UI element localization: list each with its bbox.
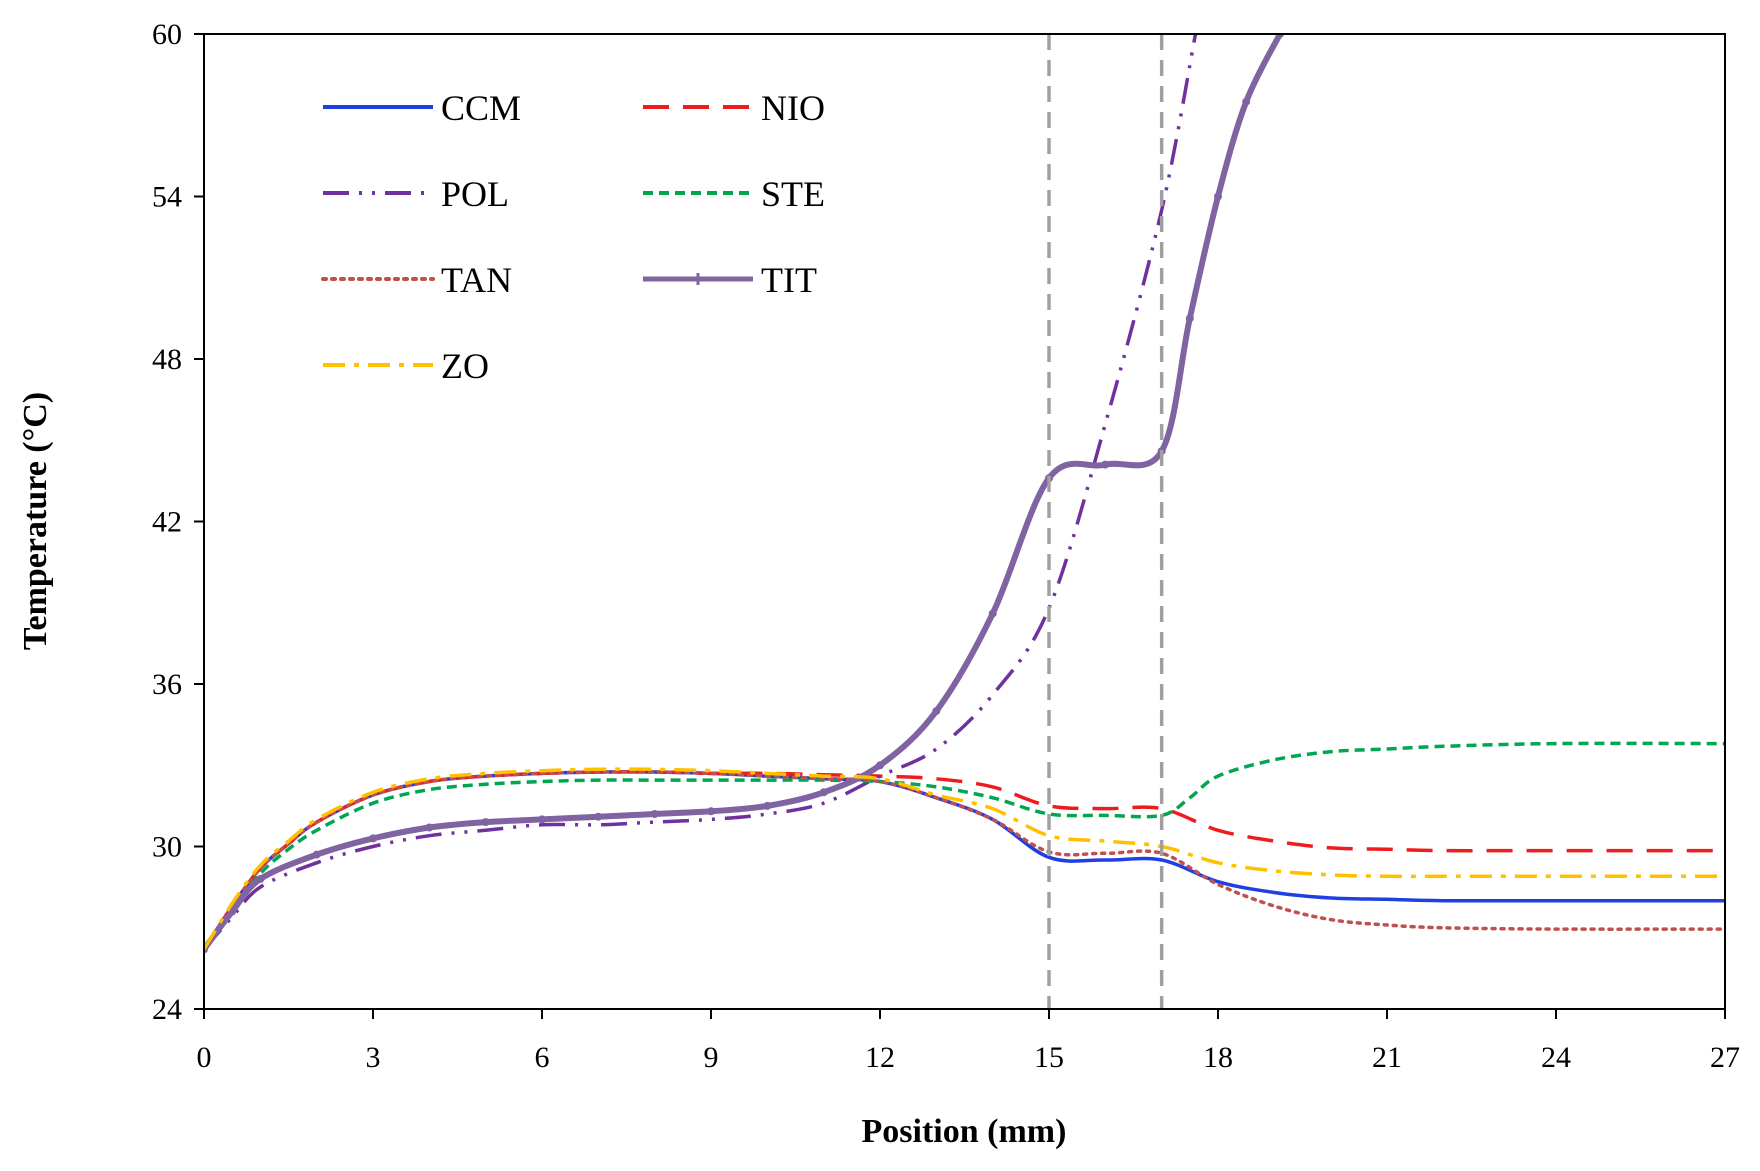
series-line-ccm <box>204 770 1725 951</box>
x-tick-label: 0 <box>197 1041 212 1074</box>
legend-item-pol: POL <box>323 174 509 214</box>
legend-item-ccm: CCM <box>323 88 521 128</box>
series-point-tit <box>1101 460 1110 469</box>
y-tick-label: 30 <box>152 831 182 864</box>
series-point-tit <box>1185 314 1194 323</box>
series-point-tit <box>932 707 941 716</box>
series-nio <box>204 770 1725 951</box>
series-zo <box>204 767 1725 951</box>
series-point-tit <box>256 875 265 883</box>
series-point-tit <box>1242 97 1251 106</box>
series-point-tit <box>369 834 377 843</box>
legend-label: CCM <box>441 88 521 128</box>
series-pol <box>204 34 1198 951</box>
series-point-tit <box>819 788 828 797</box>
legend-label: STE <box>761 174 825 214</box>
series-line-ste <box>204 741 1725 951</box>
x-axis-title: Position (mm) <box>862 1113 1067 1150</box>
x-axis: 0 3 6 9 12 15 18 21 24 27 <box>197 1009 1740 1074</box>
series-point-tit <box>481 818 490 827</box>
legend-item-tit: TIT <box>643 260 817 300</box>
legend-item-ste: STE <box>643 174 825 214</box>
y-axis-title: Temperature (°C) <box>17 392 54 650</box>
legend: CCM NIO POL STE TAN TIT ZO <box>321 88 825 386</box>
series-ccm <box>204 770 1725 951</box>
plot-frame <box>203 33 1726 1010</box>
series-point-tit <box>594 812 603 821</box>
y-tick-label: 36 <box>152 668 182 701</box>
legend-item-zo: ZO <box>323 346 489 386</box>
vline-layer <box>1047 34 1164 1009</box>
y-axis: 24 30 36 42 48 54 60 <box>152 18 204 1026</box>
series-point-tit <box>650 810 659 818</box>
series-point-tit <box>538 815 546 824</box>
series-point-tit <box>425 823 434 832</box>
legend-item-nio: NIO <box>643 88 825 128</box>
x-tick-label: 12 <box>865 1041 895 1074</box>
series-point-tit <box>707 807 715 816</box>
series-tit <box>204 34 1284 954</box>
x-tick-label: 18 <box>1203 1041 1233 1074</box>
legend-label: NIO <box>761 88 825 128</box>
x-tick-label: 6 <box>535 1041 550 1074</box>
y-tick-label: 48 <box>152 343 182 376</box>
x-tick-label: 24 <box>1541 1041 1571 1074</box>
series-point-tit <box>763 801 772 810</box>
series-line-pol <box>204 34 1198 951</box>
legend-label: TAN <box>441 260 512 300</box>
y-tick-label: 54 <box>152 181 182 214</box>
y-tick-label: 24 <box>152 993 182 1026</box>
series-point-tit <box>312 850 321 859</box>
series-point-tit <box>1214 192 1222 201</box>
series-line-zo <box>204 767 1725 951</box>
legend-label: TIT <box>761 260 817 300</box>
series-line-nio <box>204 770 1725 951</box>
legend-label: POL <box>441 174 509 214</box>
x-tick-label: 27 <box>1710 1041 1740 1074</box>
series-ste <box>204 741 1725 951</box>
x-tick-label: 21 <box>1372 1041 1402 1074</box>
legend-item-tan: TAN <box>321 260 512 300</box>
x-tick-label: 15 <box>1034 1041 1064 1074</box>
series-line-tit <box>204 34 1283 952</box>
series-tan <box>204 770 1725 952</box>
series-layer <box>204 34 1725 954</box>
y-tick-label: 60 <box>152 18 182 51</box>
x-tick-label: 3 <box>366 1041 381 1074</box>
series-point-tit <box>988 609 997 618</box>
y-tick-label: 42 <box>152 506 182 539</box>
series-line-tan <box>204 770 1725 952</box>
series-point-tit <box>876 761 884 770</box>
legend-label: ZO <box>441 346 489 386</box>
x-tick-label: 9 <box>704 1041 719 1074</box>
